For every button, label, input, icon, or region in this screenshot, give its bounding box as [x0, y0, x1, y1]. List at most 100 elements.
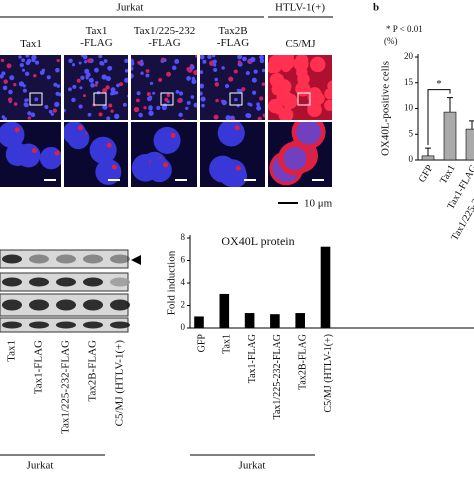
cell: [6, 63, 12, 69]
zoom-box: [29, 92, 43, 106]
cell: [82, 55, 88, 60]
column-label: Tax1 -FLAG: [80, 25, 112, 49]
cell: [191, 76, 196, 81]
column-label: C5/MJ: [286, 38, 317, 50]
group-label: Jurkat: [239, 460, 266, 472]
cell: [79, 86, 83, 90]
cell: [242, 56, 247, 62]
group-label: Jurkat: [117, 2, 144, 14]
cell: [90, 83, 95, 88]
y-tick-label: 4: [181, 277, 186, 287]
cell: [18, 55, 22, 59]
band: [110, 277, 130, 287]
cell: [246, 113, 252, 119]
zoom-box: [229, 92, 243, 106]
cell: [214, 77, 219, 82]
micrograph: [268, 55, 332, 120]
bar: [295, 313, 306, 329]
x-tick-label: GFP: [417, 163, 436, 185]
cell: [200, 55, 205, 60]
zoom-box: [93, 92, 107, 106]
blot-strip: [0, 249, 129, 269]
error-bar: [447, 97, 453, 113]
cell: [212, 59, 217, 64]
band: [2, 299, 22, 311]
cell: [50, 112, 55, 116]
cell: [178, 91, 184, 96]
cell: [148, 95, 153, 100]
nucleus: [16, 143, 41, 168]
cell: [94, 83, 98, 87]
x-tick-label: Tax1: [438, 163, 457, 186]
cell: [21, 68, 26, 72]
cell: [82, 94, 86, 98]
cell: [98, 112, 103, 117]
lane-label: Tax2B-FLAG: [87, 340, 99, 402]
cell: [233, 69, 238, 74]
cell: [33, 74, 37, 78]
column-label: Tax2B -FLAG: [217, 25, 249, 49]
cell: [200, 91, 203, 96]
cell: [171, 65, 177, 71]
y-tick-label: 0: [409, 154, 414, 164]
cell: [21, 58, 26, 63]
cell: [44, 104, 49, 110]
cell: [18, 81, 25, 87]
lane-label: Tax1/225-232-FLAG: [60, 340, 72, 434]
cell: [174, 59, 180, 64]
note: * P < 0.01: [386, 24, 423, 34]
cell: [241, 87, 246, 92]
cell: [193, 102, 197, 108]
cell: [76, 78, 81, 83]
scale-label: 10 μm: [304, 198, 333, 210]
cell: [313, 93, 325, 105]
cell: [146, 92, 151, 96]
cell: [0, 58, 5, 63]
cell: [19, 62, 24, 68]
panel-label: b: [373, 2, 379, 14]
cell: [88, 77, 94, 83]
band: [2, 254, 22, 264]
cell: [214, 82, 220, 87]
nucleus: [218, 159, 247, 187]
cell: [237, 60, 242, 64]
cell: [164, 97, 169, 102]
arrowhead: [131, 255, 141, 265]
spot: [106, 142, 112, 148]
cell: [46, 75, 51, 80]
significance-star: *: [436, 78, 442, 90]
group-label: Jurkat: [27, 460, 54, 472]
cell: [251, 77, 257, 83]
cell: [127, 94, 128, 98]
band: [110, 254, 130, 264]
cell: [22, 88, 27, 93]
cell: [78, 61, 82, 65]
cell: [140, 71, 144, 75]
cell: [102, 104, 108, 110]
cell: [2, 85, 8, 91]
y-tick-label: 6: [181, 255, 186, 265]
cell: [87, 112, 92, 117]
cell: [207, 55, 212, 59]
cell: [190, 64, 195, 70]
band: [110, 321, 130, 329]
y-tick-label: 8: [181, 232, 186, 242]
cell: [56, 84, 61, 88]
cell: [124, 69, 128, 73]
cell: [259, 96, 264, 101]
x-tick-label: Tax2B-FLAG: [297, 334, 308, 390]
zoom-box: [297, 92, 311, 106]
nucleus: [153, 126, 181, 154]
x-tick-label: Tax1/225-232-FLAG: [272, 334, 283, 419]
cell: [250, 56, 256, 63]
y-tick-label: 15: [404, 77, 414, 87]
bar: [219, 293, 230, 329]
cell: [221, 66, 225, 70]
micrograph: [200, 55, 265, 120]
band: [110, 299, 130, 311]
micrograph-zoom: [0, 122, 61, 187]
nucleus: [217, 122, 245, 147]
cell: [261, 82, 265, 87]
cell: [245, 70, 250, 76]
